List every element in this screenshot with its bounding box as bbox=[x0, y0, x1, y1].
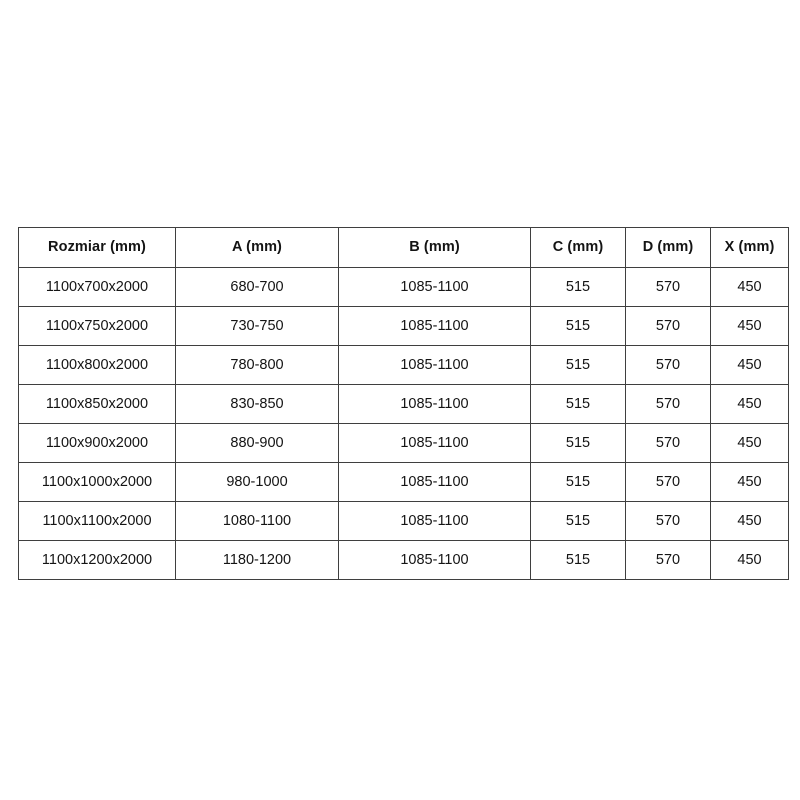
column-header-rozmiar: Rozmiar (mm) bbox=[18, 227, 176, 268]
cell-x: 450 bbox=[710, 306, 789, 346]
column-header-c: C (mm) bbox=[530, 227, 626, 268]
cell-c: 515 bbox=[530, 540, 626, 580]
cell-x: 450 bbox=[710, 423, 789, 463]
cell-rozmiar: 1100x900x2000 bbox=[18, 423, 176, 463]
cell-d: 570 bbox=[625, 306, 711, 346]
cell-a: 730-750 bbox=[175, 306, 339, 346]
cell-c: 515 bbox=[530, 501, 626, 541]
cell-x: 450 bbox=[710, 540, 789, 580]
cell-b: 1085-1100 bbox=[338, 462, 531, 502]
cell-d: 570 bbox=[625, 267, 711, 307]
column-header-d: D (mm) bbox=[625, 227, 711, 268]
cell-x: 450 bbox=[710, 501, 789, 541]
table-row: 1100x900x2000 880-900 1085-1100 515 570 … bbox=[18, 423, 789, 463]
cell-a: 880-900 bbox=[175, 423, 339, 463]
cell-b: 1085-1100 bbox=[338, 501, 531, 541]
cell-a: 780-800 bbox=[175, 345, 339, 385]
table-header: Rozmiar (mm) A (mm) B (mm) C (mm) D (mm)… bbox=[18, 227, 789, 268]
cell-a: 980-1000 bbox=[175, 462, 339, 502]
cell-rozmiar: 1100x1100x2000 bbox=[18, 501, 176, 541]
column-header-x: X (mm) bbox=[710, 227, 789, 268]
table-row: 1100x850x2000 830-850 1085-1100 515 570 … bbox=[18, 384, 789, 424]
cell-c: 515 bbox=[530, 462, 626, 502]
cell-rozmiar: 1100x1000x2000 bbox=[18, 462, 176, 502]
cell-d: 570 bbox=[625, 423, 711, 463]
cell-b: 1085-1100 bbox=[338, 384, 531, 424]
table-body: 1100x700x2000 680-700 1085-1100 515 570 … bbox=[18, 267, 789, 580]
column-header-b: B (mm) bbox=[338, 227, 531, 268]
cell-a: 1080-1100 bbox=[175, 501, 339, 541]
specification-table: Rozmiar (mm) A (mm) B (mm) C (mm) D (mm)… bbox=[18, 227, 789, 580]
table-row: 1100x800x2000 780-800 1085-1100 515 570 … bbox=[18, 345, 789, 385]
cell-c: 515 bbox=[530, 423, 626, 463]
cell-d: 570 bbox=[625, 540, 711, 580]
cell-b: 1085-1100 bbox=[338, 267, 531, 307]
table-row: 1100x750x2000 730-750 1085-1100 515 570 … bbox=[18, 306, 789, 346]
cell-rozmiar: 1100x1200x2000 bbox=[18, 540, 176, 580]
cell-rozmiar: 1100x750x2000 bbox=[18, 306, 176, 346]
cell-x: 450 bbox=[710, 267, 789, 307]
cell-a: 680-700 bbox=[175, 267, 339, 307]
cell-rozmiar: 1100x700x2000 bbox=[18, 267, 176, 307]
table-row: 1100x1100x2000 1080-1100 1085-1100 515 5… bbox=[18, 501, 789, 541]
cell-a: 1180-1200 bbox=[175, 540, 339, 580]
cell-b: 1085-1100 bbox=[338, 345, 531, 385]
cell-d: 570 bbox=[625, 345, 711, 385]
cell-c: 515 bbox=[530, 345, 626, 385]
cell-x: 450 bbox=[710, 384, 789, 424]
cell-c: 515 bbox=[530, 384, 626, 424]
cell-a: 830-850 bbox=[175, 384, 339, 424]
cell-b: 1085-1100 bbox=[338, 540, 531, 580]
cell-rozmiar: 1100x800x2000 bbox=[18, 345, 176, 385]
table-header-row: Rozmiar (mm) A (mm) B (mm) C (mm) D (mm)… bbox=[18, 227, 789, 268]
cell-d: 570 bbox=[625, 501, 711, 541]
table-row: 1100x1000x2000 980-1000 1085-1100 515 57… bbox=[18, 462, 789, 502]
cell-d: 570 bbox=[625, 384, 711, 424]
table-row: 1100x1200x2000 1180-1200 1085-1100 515 5… bbox=[18, 540, 789, 580]
cell-x: 450 bbox=[710, 345, 789, 385]
cell-c: 515 bbox=[530, 306, 626, 346]
cell-b: 1085-1100 bbox=[338, 306, 531, 346]
column-header-a: A (mm) bbox=[175, 227, 339, 268]
cell-c: 515 bbox=[530, 267, 626, 307]
cell-x: 450 bbox=[710, 462, 789, 502]
table-row: 1100x700x2000 680-700 1085-1100 515 570 … bbox=[18, 267, 789, 307]
specification-table-container: Rozmiar (mm) A (mm) B (mm) C (mm) D (mm)… bbox=[18, 227, 789, 580]
cell-d: 570 bbox=[625, 462, 711, 502]
cell-b: 1085-1100 bbox=[338, 423, 531, 463]
cell-rozmiar: 1100x850x2000 bbox=[18, 384, 176, 424]
